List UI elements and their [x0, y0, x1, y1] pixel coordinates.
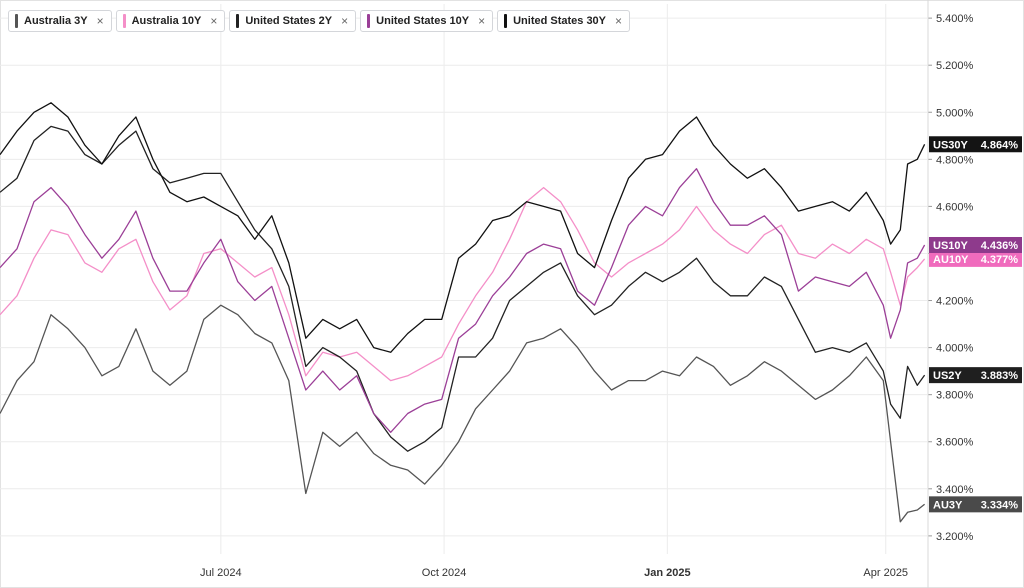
legend-chip[interactable]: United States 2Y × [229, 10, 357, 32]
legend-chip-label: Australia 3Y [24, 15, 88, 27]
series-line-us10y [0, 168, 926, 433]
y-tick-label: 4.800% [936, 154, 974, 166]
badge-background [929, 496, 1022, 513]
legend-chip-label: Australia 10Y [131, 15, 202, 27]
y-tick-label: 4.000% [936, 343, 974, 355]
legend-color-swatch [367, 14, 371, 28]
series-line-us30y [0, 102, 926, 353]
badge-series-code: AU10Y [933, 254, 969, 266]
badge-background [929, 136, 1022, 153]
last-value-badge-us2y: US2Y 3.883% [929, 367, 1022, 384]
y-tick-label: 5.400% [936, 13, 974, 25]
legend-chip-label: United States 30Y [513, 15, 607, 27]
y-tick-label: 3.400% [936, 484, 974, 496]
badge-last-value: 4.377% [981, 254, 1019, 266]
badge-background [929, 236, 1022, 253]
last-value-badge-us30y: US30Y 4.864% [929, 136, 1022, 153]
badge-background [929, 250, 1022, 267]
x-tick-label: Apr 2025 [863, 567, 908, 579]
close-icon[interactable]: × [615, 14, 623, 28]
last-value-badge-au10y: AU10Y 4.377% [929, 250, 1022, 267]
legend-chip-label: United States 10Y [376, 15, 470, 27]
close-icon[interactable]: × [96, 14, 104, 28]
badge-series-code: US30Y [933, 139, 969, 151]
legend-chip[interactable]: United States 10Y × [360, 10, 494, 32]
close-icon[interactable]: × [478, 14, 486, 28]
x-tick-label: Jan 2025 [644, 567, 690, 579]
y-tick-label: 3.200% [936, 531, 974, 543]
legend-color-swatch [122, 14, 126, 28]
legend-chip-label: United States 2Y [245, 15, 333, 27]
x-tick-label: Oct 2024 [422, 567, 467, 579]
y-tick-label: 4.200% [936, 296, 974, 308]
badge-background [929, 367, 1022, 384]
legend-chip[interactable]: Australia 10Y × [115, 10, 226, 32]
y-tick-label: 5.000% [936, 107, 974, 119]
legend-chip[interactable]: United States 30Y × [497, 10, 631, 32]
badge-series-code: AU3Y [933, 499, 963, 511]
x-tick-label: Jul 2024 [200, 567, 242, 579]
badge-last-value: 4.864% [981, 139, 1019, 151]
legend-chip[interactable]: Australia 3Y × [8, 10, 112, 32]
y-tick-label: 3.600% [936, 437, 974, 449]
last-value-badge-au3y: AU3Y 3.334% [929, 496, 1022, 513]
legend-color-swatch [236, 14, 240, 28]
close-icon[interactable]: × [341, 14, 349, 28]
legend-color-swatch [504, 14, 508, 28]
badge-series-code: US2Y [933, 370, 962, 382]
badge-last-value: 4.436% [981, 240, 1019, 252]
series-line-au3y [0, 304, 926, 523]
legend-color-swatch [15, 14, 18, 28]
y-tick-label: 3.800% [936, 390, 974, 402]
badge-series-code: US10Y [933, 240, 969, 252]
series-line-us2y [0, 125, 926, 452]
close-icon[interactable]: × [210, 14, 218, 28]
badge-last-value: 3.334% [981, 499, 1019, 511]
series-line-au10y [0, 186, 926, 382]
y-tick-label: 4.600% [936, 201, 974, 213]
last-value-badge-us10y: US10Y 4.436% [929, 236, 1022, 253]
legend-bar: Australia 3Y × Australia 10Y × United States… [8, 10, 631, 32]
badge-last-value: 3.883% [981, 370, 1019, 382]
y-tick-label: 5.200% [936, 60, 974, 72]
